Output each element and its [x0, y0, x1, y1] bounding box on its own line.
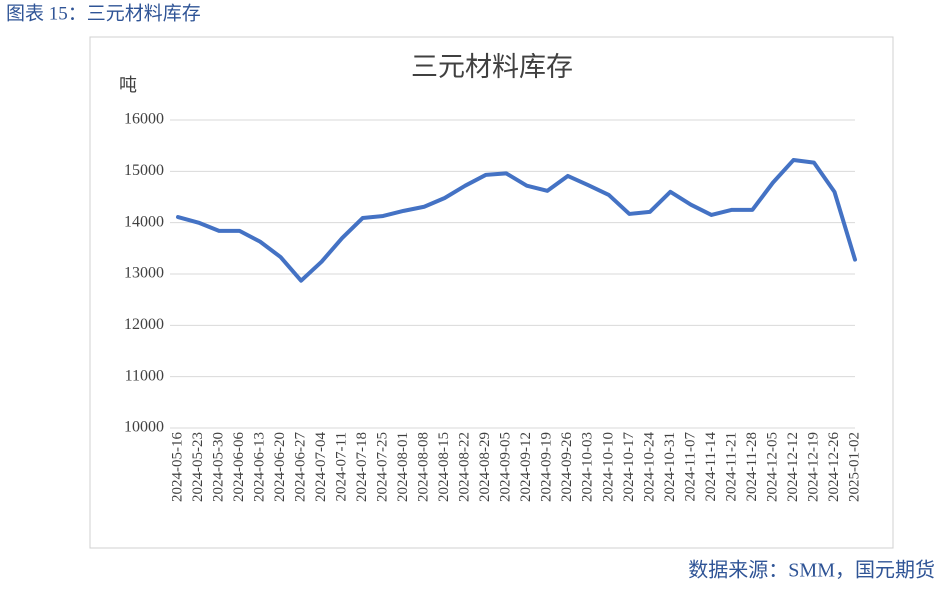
x-tick-label: 2024-11-28: [744, 432, 760, 501]
x-tick-label: 2024-10-03: [580, 432, 596, 502]
x-tick-label: 2024-09-05: [498, 432, 514, 502]
y-tick-label: 13000: [124, 265, 164, 282]
x-tick-label: 2024-11-21: [723, 432, 739, 501]
x-tick-label: 2024-11-14: [703, 432, 719, 502]
chart-title: 三元材料库存: [411, 52, 573, 82]
x-tick-label: 2024-06-20: [272, 432, 288, 502]
x-tick-label: 2024-11-07: [682, 432, 698, 502]
x-tick-label: 2024-09-26: [559, 432, 575, 502]
x-tick-label: 2024-06-06: [231, 432, 247, 502]
x-tick-label: 2024-06-13: [251, 432, 267, 502]
x-tick-label: 2024-05-23: [190, 432, 206, 502]
x-tick-label: 2024-10-31: [662, 432, 678, 502]
x-tick-label: 2024-07-18: [354, 432, 370, 502]
y-tick-label: 12000: [124, 316, 164, 333]
chart-frame: [89, 36, 894, 549]
x-tick-label: 2024-05-30: [210, 432, 226, 502]
y-tick-label: 14000: [124, 213, 164, 230]
x-tick-label: 2024-12-19: [805, 432, 821, 502]
x-tick-label: 2024-06-27: [293, 432, 309, 502]
x-tick-label: 2024-09-12: [518, 432, 534, 502]
figure-header: 图表 15：三元材料库存: [6, 2, 201, 24]
x-tick-label: 2024-12-05: [764, 432, 780, 502]
x-tick-label: 2024-10-24: [641, 432, 657, 502]
x-tick-label: 2024-10-10: [600, 432, 616, 502]
x-tick-label: 2024-07-11: [334, 432, 350, 501]
y-tick-label: 10000: [124, 419, 164, 436]
x-tick-label: 2024-12-12: [785, 432, 801, 502]
x-tick-label: 2024-08-01: [395, 432, 411, 502]
source-note: 数据来源：SMM，国元期货: [688, 559, 935, 582]
x-tick-label: 2024-05-16: [169, 432, 185, 502]
x-tick-label: 2025-01-02: [846, 432, 862, 502]
y-axis-label: 吨: [119, 75, 137, 95]
y-tick-label: 16000: [124, 111, 164, 128]
y-tick-label: 15000: [124, 162, 164, 179]
y-tick-label: 11000: [125, 367, 164, 384]
x-tick-label: 2024-08-29: [477, 432, 493, 502]
x-tick-label: 2024-09-19: [539, 432, 555, 502]
x-tick-label: 2024-12-26: [826, 432, 842, 502]
x-tick-label: 2024-08-22: [457, 432, 473, 502]
x-tick-label: 2024-07-25: [375, 432, 391, 502]
x-tick-label: 2024-07-04: [313, 432, 329, 502]
data-line: [176, 158, 857, 283]
x-tick-label: 2024-08-08: [416, 432, 432, 502]
x-tick-label: 2024-08-15: [436, 432, 452, 502]
x-tick-label: 2024-10-17: [621, 432, 637, 502]
